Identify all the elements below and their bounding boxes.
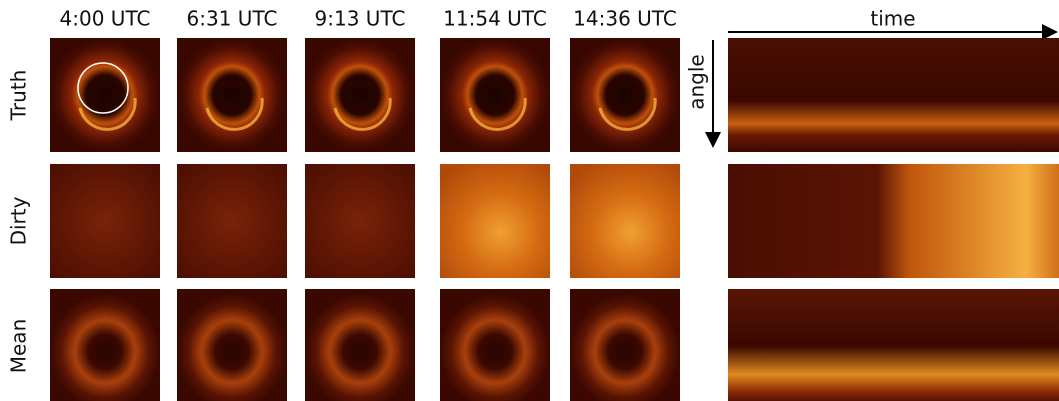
image-panel [440, 38, 550, 152]
image-panel [570, 38, 680, 152]
column-label: 9:13 UTC [315, 7, 406, 31]
column-label: 11:54 UTC [443, 7, 547, 31]
image-panel [570, 289, 680, 401]
image-panel [440, 289, 550, 401]
figure: time angle 4:00 UTC 6:31 UTC 9:13 UTC 11:54… [0, 0, 1059, 401]
image-panel [305, 164, 415, 278]
time-label: time [870, 7, 915, 31]
time-angle-panel [728, 38, 1059, 152]
column-label: 14:36 UTC [573, 7, 677, 31]
row-label: Mean [7, 319, 31, 374]
column-label: 6:31 UTC [187, 7, 278, 31]
column-label: 4:00 UTC [60, 7, 151, 31]
image-panel [570, 164, 680, 278]
image-panel [50, 164, 160, 278]
image-panel [305, 289, 415, 401]
image-panel [177, 38, 287, 152]
image-panel [440, 164, 550, 278]
image-panel [177, 164, 287, 278]
image-panel [177, 289, 287, 401]
image-panel [50, 38, 160, 152]
image-panel [305, 38, 415, 152]
row-label: Dirty [7, 196, 31, 245]
time-angle-panel [728, 164, 1059, 278]
angle-label: angle [685, 54, 709, 110]
row-label: Truth [7, 70, 31, 122]
image-panel [50, 289, 160, 401]
time-angle-panel [728, 289, 1059, 401]
